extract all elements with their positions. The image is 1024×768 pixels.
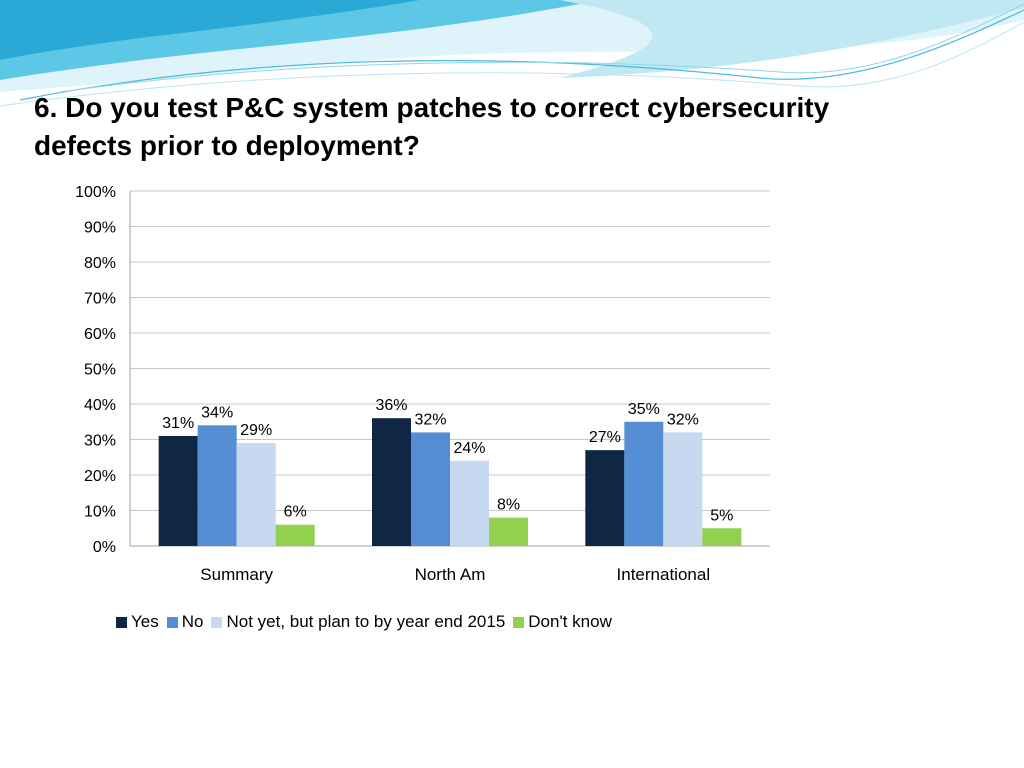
- y-tick-label: 20%: [84, 468, 116, 485]
- legend-swatch: [166, 616, 178, 628]
- bar: [197, 425, 237, 546]
- bar: [275, 524, 315, 546]
- data-label: 29%: [240, 422, 272, 439]
- chart-panel: 0% 10% 20% 30% 40% 50% 60% 70% 80% 90% 100% 31% 34%…: [60, 170, 792, 658]
- legend-label: No: [181, 612, 204, 631]
- wave-band-bright: [0, 0, 420, 60]
- wave-line-1: [19, 9, 1024, 101]
- legend-label: Don't know: [528, 612, 612, 631]
- bar-chart: 0% 10% 20% 30% 40% 50% 60% 70% 80% 90% 100% 31% 34%…: [75, 184, 770, 584]
- data-label: 32%: [414, 411, 446, 428]
- legend-label: Yes: [131, 612, 159, 631]
- bar: [450, 460, 489, 546]
- y-tick-label: 90%: [84, 220, 116, 237]
- bar: [158, 435, 198, 546]
- data-label: 8%: [497, 497, 520, 514]
- bars: [158, 418, 742, 546]
- bar: [489, 517, 528, 546]
- bar: [411, 432, 450, 546]
- category-label: International: [617, 565, 711, 584]
- legend-item: No: [166, 612, 204, 632]
- data-label: 34%: [201, 404, 233, 421]
- legend-swatch: [513, 616, 525, 628]
- data-label: 6%: [284, 504, 307, 521]
- header-wave-decoration: [0, 0, 1024, 107]
- data-label: 36%: [375, 397, 407, 414]
- y-tick-label: 40%: [84, 397, 116, 414]
- bar: [624, 421, 664, 546]
- y-tick-label: 50%: [84, 362, 116, 379]
- slide-title: 6. Do you test P&C system patches to cor…: [34, 92, 830, 161]
- y-tick-label: 100%: [75, 184, 116, 201]
- data-label: 32%: [667, 411, 699, 428]
- category-labels: Summary North Am International: [200, 565, 710, 584]
- legend-swatch: [116, 616, 127, 628]
- legend-item: Yes: [116, 612, 159, 632]
- wave-band-right: [560, 0, 1024, 78]
- data-label: 27%: [589, 429, 621, 446]
- data-labels: 31% 34% 29% 6% 36% 32% 24% 8% 27% 35% 32% 5%: [162, 397, 733, 524]
- legend: Yes No Not yet, but plan to by year end 20…: [116, 611, 620, 633]
- category-label: North Am: [415, 565, 486, 584]
- wave-line-2: [59, 3, 1024, 93]
- y-axis: 0% 10% 20% 30% 40% 50% 60% 70% 80% 90% 100%: [75, 184, 770, 556]
- y-tick-label: 70%: [84, 291, 116, 308]
- data-label: 5%: [710, 507, 733, 524]
- legend-item: Not yet, but plan to by year end 2015: [211, 612, 505, 632]
- legend-swatch: [211, 616, 223, 628]
- y-tick-label: 0%: [93, 539, 116, 556]
- bar: [585, 450, 625, 546]
- y-tick-label: 80%: [84, 255, 116, 272]
- data-label: 35%: [628, 401, 660, 418]
- bar: [236, 443, 276, 546]
- y-tick-label: 30%: [84, 433, 116, 450]
- data-label: 31%: [162, 415, 194, 432]
- bar: [663, 432, 703, 546]
- wave-line-3: [0, 21, 1024, 107]
- bar: [372, 418, 411, 546]
- legend-label: Not yet, but plan to by year end 2015: [226, 612, 506, 631]
- y-tick-label: 10%: [84, 504, 116, 521]
- legend-item: Don't know: [513, 612, 612, 632]
- category-label: Summary: [200, 565, 273, 584]
- data-label: 24%: [453, 440, 485, 457]
- bar: [702, 528, 742, 546]
- y-tick-label: 60%: [84, 326, 116, 343]
